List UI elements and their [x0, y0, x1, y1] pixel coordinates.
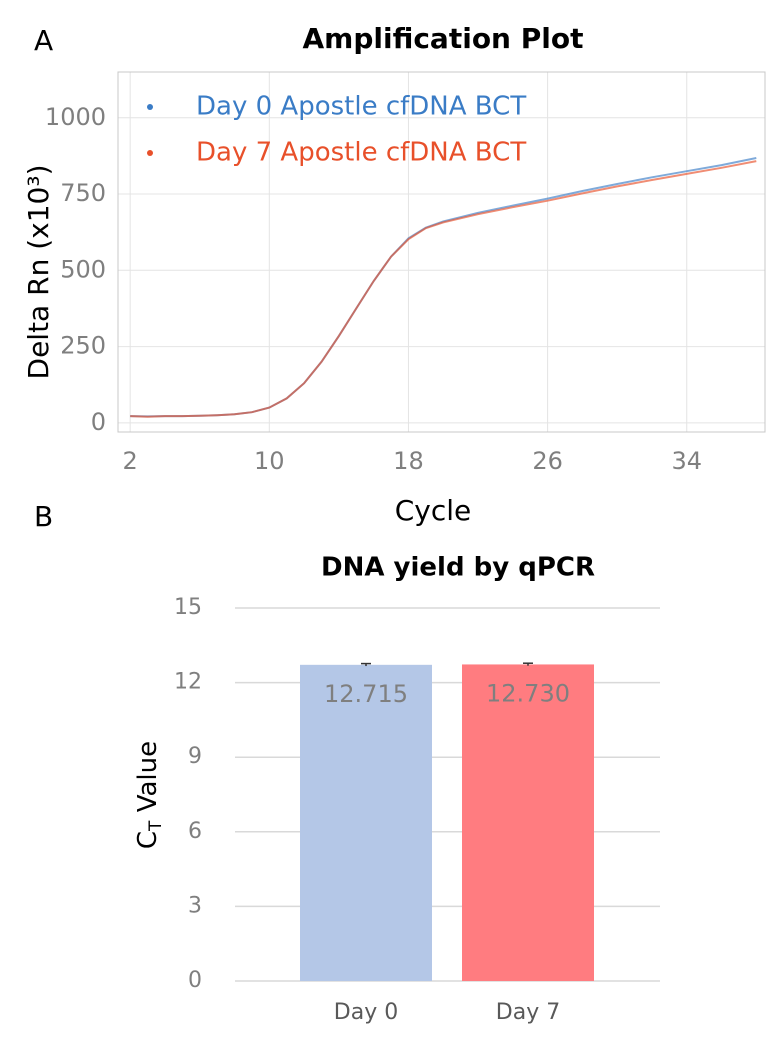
x-tick-label: 2	[123, 447, 138, 475]
panel-label: B	[34, 500, 53, 533]
bar	[300, 664, 432, 981]
y-tick-label: 12	[174, 670, 202, 695]
bar	[462, 664, 594, 981]
x-tick-label: Day 0	[334, 1000, 398, 1025]
y-tick-label: 500	[60, 255, 106, 283]
legend-label: Day 7 Apostle cfDNA BCT	[196, 138, 526, 168]
y-tick-label: 750	[60, 179, 106, 207]
chart-title: Amplification Plot	[303, 22, 584, 55]
x-tick-label: 34	[671, 447, 702, 475]
y-axis-label: Delta Rn (x10³)	[22, 165, 55, 380]
y-tick-label: 0	[188, 968, 202, 993]
y-axis-label-part: C	[133, 831, 163, 849]
legend-marker	[147, 104, 153, 110]
legend-label: Day 0 Apostle cfDNA BCT	[196, 92, 526, 122]
x-tick-label: 10	[254, 447, 285, 475]
y-tick-label: 3	[188, 893, 202, 918]
y-axis-label: CT Value	[133, 741, 167, 849]
y-tick-label: 250	[60, 332, 106, 360]
y-tick-label: 0	[91, 408, 106, 436]
x-tick-label: 26	[532, 447, 563, 475]
chart-title: DNA yield by qPCR	[321, 553, 595, 583]
y-axis-label-part: Value	[133, 741, 163, 821]
value-label: 12.730	[486, 679, 570, 707]
x-tick-label: Day 7	[496, 1000, 560, 1025]
y-tick-label: 6	[188, 819, 202, 844]
y-tick-label: 15	[174, 595, 202, 620]
value-label: 12.715	[324, 680, 408, 708]
y-tick-label: 1000	[45, 103, 106, 131]
legend-marker	[147, 150, 153, 156]
y-axis-label-sub: T	[146, 820, 166, 832]
series-line	[130, 157, 757, 418]
series-line	[130, 160, 757, 418]
x-tick-label: 18	[393, 447, 424, 475]
plot-frame	[117, 71, 766, 433]
x-axis-label: Cycle	[395, 494, 472, 527]
y-tick-label: 9	[188, 744, 202, 769]
panel-label: A	[34, 24, 53, 57]
